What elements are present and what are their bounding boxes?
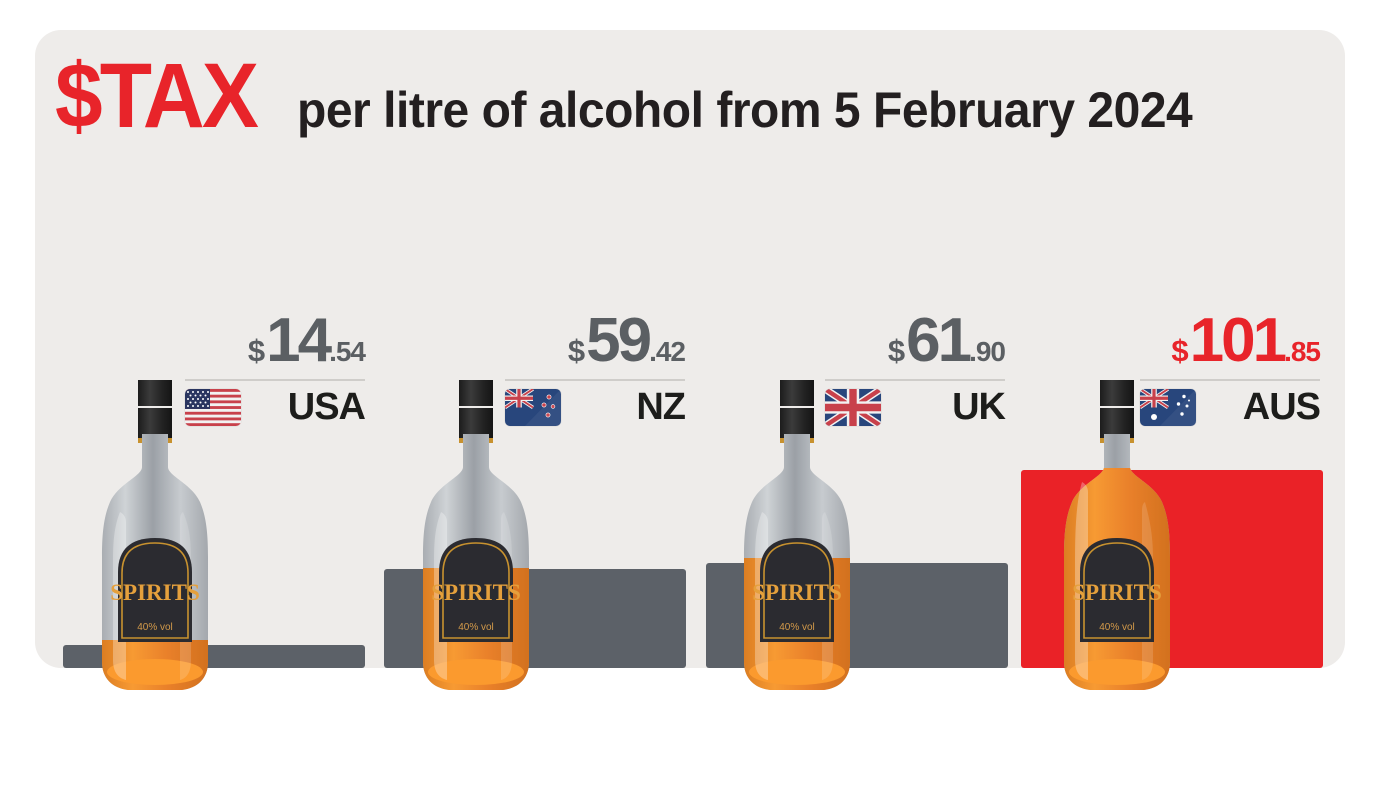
title-highlight: $TAX [55, 45, 259, 147]
value-cents-aus: .85 [1284, 336, 1321, 367]
value-divider-aus [1140, 379, 1320, 381]
bottle-aus: SPIRITS 40% vol [1042, 372, 1192, 702]
bottle-label-name: SPIRITS [110, 580, 199, 605]
bottle-label-volume: 40% vol [458, 622, 494, 633]
currency-symbol-nz: $ [567, 333, 585, 368]
bottle-uk: SPIRITS 40% vol [722, 372, 872, 702]
value-block-uk: $ 61 .90 UK [825, 306, 1006, 428]
currency-symbol-aus: $ [1171, 333, 1188, 368]
label-line-nz: NZ [505, 386, 686, 428]
country-name-usa: USA [287, 386, 366, 428]
page-title: $TAX per litre of alcohol from 5 Februar… [55, 50, 1230, 142]
label-line-aus: AUS [1140, 386, 1321, 428]
value-block-usa: $ 14 .54 [185, 306, 366, 428]
label-line-uk: UK [825, 386, 1006, 428]
value-whole-usa: 14 [266, 306, 332, 375]
title-subtitle: per litre of alcohol from 5 February 202… [297, 82, 1193, 138]
value-divider-uk [825, 379, 1005, 381]
bottle-label-name: SPIRITS [752, 580, 841, 605]
bottle-label-name: SPIRITS [431, 580, 520, 605]
flag-usa-icon [185, 388, 241, 426]
bottle-nz: SPIRITS 40% vol [401, 372, 551, 702]
country-name-uk: UK [952, 386, 1006, 428]
value-cents-nz: .42 [649, 336, 686, 367]
value-cents-uk: .90 [969, 336, 1006, 367]
bottle-label-volume: 40% vol [137, 622, 173, 633]
currency-symbol-usa: $ [247, 333, 265, 368]
flag-nz-icon [505, 388, 561, 426]
value-uk: $ 61 .90 [825, 306, 1006, 375]
value-whole-uk: 61 [906, 306, 972, 375]
country-name-nz: NZ [636, 386, 686, 428]
bottle-label-volume: 40% vol [1099, 622, 1135, 633]
label-line-usa: USA [185, 386, 366, 428]
value-divider-usa [185, 379, 365, 381]
value-aus: $ 101 .85 [1140, 306, 1321, 375]
value-nz: $ 59 .42 [505, 306, 686, 375]
value-whole-nz: 59 [586, 306, 652, 375]
flag-aus-icon [1140, 388, 1196, 426]
value-usa: $ 14 .54 [185, 306, 366, 375]
value-cents-usa: .54 [329, 336, 366, 367]
bottle-label-name: SPIRITS [1072, 580, 1161, 605]
value-block-nz: $ 59 .42 [505, 306, 686, 428]
value-whole-aus: 101 [1189, 306, 1287, 375]
value-divider-nz [505, 379, 685, 381]
value-block-aus: $ 101 .85 [1140, 306, 1321, 428]
bottle-usa: SPIRITS 40% vol [80, 372, 230, 702]
country-name-aus: AUS [1242, 386, 1321, 428]
bottle-label-volume: 40% vol [779, 622, 815, 633]
flag-uk-icon [825, 388, 881, 426]
currency-symbol-uk: $ [887, 333, 905, 368]
